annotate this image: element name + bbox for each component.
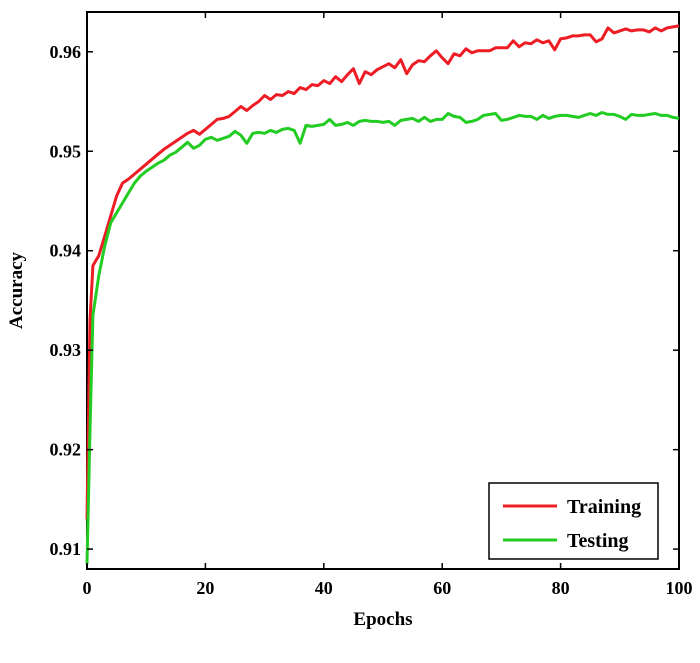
- series-line-testing: [85, 111, 680, 565]
- x-tick-label: 100: [666, 578, 693, 598]
- y-tick-label: 0.92: [50, 440, 82, 460]
- y-axis-label: Accuracy: [6, 251, 27, 329]
- x-tick-label: 40: [315, 578, 333, 598]
- legend-box: [488, 482, 659, 560]
- y-tick-label: 0.95: [50, 141, 82, 161]
- x-tick-label: 20: [196, 578, 214, 598]
- series-layer: [85, 24, 680, 565]
- y-tick-label: 0.91: [50, 539, 82, 559]
- y-tick-label: 0.96: [50, 42, 82, 62]
- x-tick-label: 80: [552, 578, 570, 598]
- plot-border: [86, 11, 680, 570]
- legend-label-training: Training: [567, 496, 641, 518]
- x-tick-label: 60: [433, 578, 451, 598]
- x-axis-label: Epochs: [353, 609, 412, 630]
- legend-label-testing: Testing: [567, 530, 629, 552]
- legend: Training Testing: [488, 482, 659, 560]
- x-tick-label: 0: [83, 578, 92, 598]
- plot-area: [86, 11, 680, 570]
- series-line-training: [85, 24, 680, 520]
- axis-layer: 0 20 40 60 80 100 0.91 0.92 0.93 0.94 0.95 0.96: [50, 12, 693, 598]
- y-tick-label: 0.94: [50, 241, 82, 261]
- y-tick-label: 0.93: [50, 340, 82, 360]
